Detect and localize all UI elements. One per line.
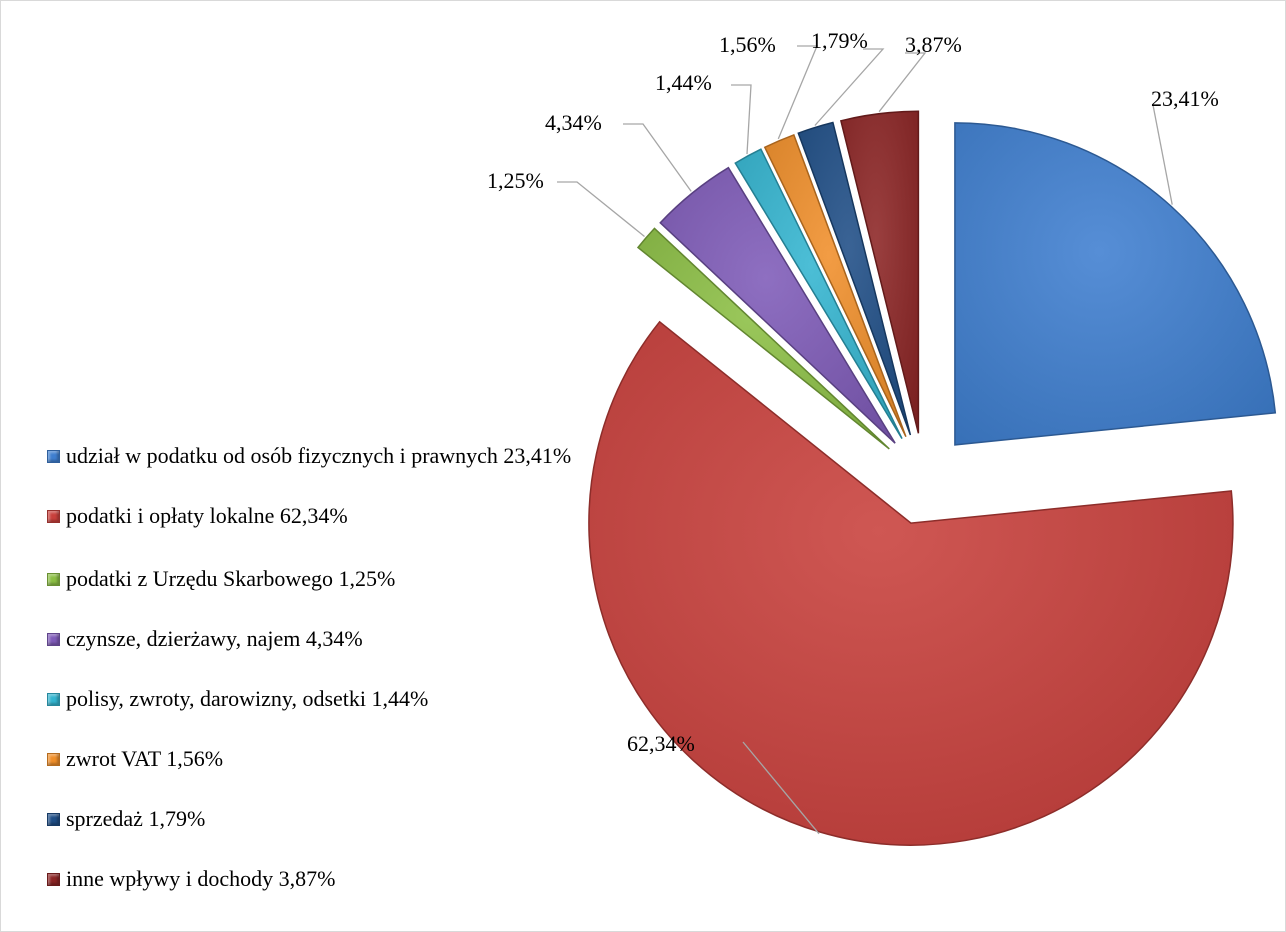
legend-entry-8: inne wpływy i dochody 3,87% — [47, 866, 607, 892]
legend-label-8: inne wpływy i dochody 3,87% — [66, 866, 336, 891]
legend-swatch-2 — [47, 510, 60, 523]
legend-swatch-7 — [47, 813, 60, 826]
legend-label-2: podatki i opłaty lokalne 62,34% — [66, 503, 348, 528]
legend-label-5: polisy, zwroty, darowizny, odsetki 1,44% — [66, 686, 429, 711]
data-label-4: 4,34% — [545, 110, 602, 135]
legend-label-3: podatki z Urzędu Skarbowego 1,25% — [66, 566, 396, 591]
legend-label-7: sprzedaż 1,79% — [66, 806, 206, 831]
pie-slice-8 — [839, 110, 920, 434]
legend-entry-3: podatki z Urzędu Skarbowego 1,25% — [47, 566, 607, 592]
data-label-1: 23,41% — [1151, 86, 1219, 111]
legend-entry-5: polisy, zwroty, darowizny, odsetki 1,44% — [47, 686, 607, 712]
pie-slice-5 — [734, 148, 903, 439]
pie-slice-3 — [636, 227, 890, 450]
pie-slices — [588, 110, 1277, 846]
leader-line-7 — [814, 48, 885, 126]
leader-line-8 — [878, 52, 927, 113]
legend-label-4: czynsze, dzierżawy, najem 4,34% — [66, 626, 363, 651]
pie-slice-7 — [797, 121, 912, 436]
legend-swatch-3 — [47, 573, 60, 586]
legend-swatch-4 — [47, 633, 60, 646]
pie-slice-1 — [954, 122, 1277, 446]
pie-slice-2 — [588, 320, 1234, 846]
legend-swatch-8 — [47, 873, 60, 886]
legend-swatch-1 — [47, 450, 60, 463]
leader-line-2 — [742, 741, 820, 835]
legend-entry-6: zwrot VAT 1,56% — [47, 746, 607, 772]
leader-line-4 — [623, 123, 692, 192]
leader-line-1 — [1152, 104, 1173, 205]
data-labels: 23,41% 62,34% 1,25% 4,34% 1,44% 1,56% 1,79% 3,8… — [487, 28, 1219, 756]
data-label-7: 1,79% — [811, 28, 868, 53]
data-label-8: 3,87% — [905, 32, 962, 57]
legend-label-6: zwrot VAT 1,56% — [66, 746, 224, 771]
legend-entry-2: podatki i opłaty lokalne 62,34% — [47, 503, 607, 529]
legend-label-1: udział w podatku od osób fizycznych i pr… — [66, 443, 572, 468]
pie-slice-4 — [659, 166, 896, 444]
leader-line-5 — [731, 84, 752, 155]
legend-entry-7: sprzedaż 1,79% — [47, 806, 607, 832]
legend-entry-4: czynsze, dzierżawy, najem 4,34% — [47, 626, 607, 652]
leader-line-3 — [557, 181, 645, 238]
legend-entry-1: udział w podatku od osób fizycznych i pr… — [47, 443, 607, 469]
legend-swatch-6 — [47, 753, 60, 766]
data-label-3: 1,25% — [487, 168, 544, 193]
leader-line-6 — [777, 45, 818, 140]
data-label-5: 1,44% — [655, 70, 712, 95]
data-label-2: 62,34% — [627, 731, 695, 756]
leader-lines — [557, 45, 1173, 835]
pie-slice-6 — [763, 133, 907, 438]
data-label-6: 1,56% — [719, 32, 776, 57]
legend-swatch-5 — [47, 693, 60, 706]
